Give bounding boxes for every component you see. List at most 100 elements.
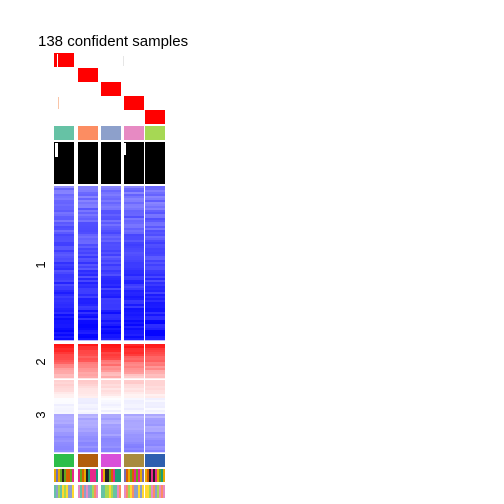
heatmap-cell [78,432,98,435]
heatmap-cell [54,204,74,207]
heatmap-cell [54,426,74,429]
heatmap-cell [145,330,165,333]
heatmap-cell [124,188,144,191]
heatmap-cell [101,330,121,333]
heatmap-cell [101,216,121,219]
heatmap-cell [101,192,121,195]
annotation-bar-2 [151,469,153,482]
heatmap-cell [54,324,74,327]
heatmap-cell [145,348,165,351]
heatmap-cell [145,386,165,389]
heatmap-cell [124,356,144,359]
heatmap-cell [101,230,121,233]
annotation-bar-2 [130,469,132,482]
heatmap-cell [54,198,74,201]
heatmap-cell [124,344,144,347]
annotation-bar-1 [101,454,121,467]
heatmap-cell [145,260,165,263]
heatmap-cell [124,364,144,367]
heatmap-cell [145,398,165,401]
heatmap-cell [54,216,74,219]
heatmap-cell [101,366,121,369]
annotation-bar-3 [140,485,142,498]
heatmap-cell [145,422,165,425]
heatmap-cell [145,318,165,321]
heatmap-cell [101,376,121,379]
heatmap-cell [124,426,144,429]
heatmap-cell [54,450,74,453]
heatmap-cell [101,358,121,361]
heatmap-cell [124,450,144,453]
heatmap-cell [101,266,121,269]
heatmap-cell [124,386,144,389]
heatmap-cell [54,240,74,243]
heatmap-cell [101,268,121,271]
heatmap-cell [124,276,144,279]
annotation-bar-2 [109,469,111,482]
annotation-bar-3 [134,485,136,498]
annotation-bar-2 [64,469,66,482]
heatmap-cell [54,338,74,341]
heatmap-cell [145,272,165,275]
heatmap-cell [54,408,74,411]
heatmap-cell [145,436,165,439]
heatmap-cell [78,434,98,437]
heatmap-cell [54,186,74,189]
heatmap-cell [145,214,165,217]
heatmap-cell [124,294,144,297]
heatmap-cell [78,446,98,449]
heatmap-cell [145,370,165,373]
heatmap-cell [124,436,144,439]
heatmap-cell [54,432,74,435]
heatmap-cell [54,410,74,413]
heatmap-cell [54,440,74,443]
heatmap-cell [78,336,98,339]
heatmap-cell [124,228,144,231]
heatmap-cell [101,252,121,255]
heatmap-cell [145,418,165,421]
heatmap-cell [101,328,121,331]
annotation-bar-3 [149,485,151,498]
heatmap-cell [54,382,74,385]
heatmap-cell [145,344,165,347]
heatmap-cell [124,206,144,209]
heatmap-cell [145,218,165,221]
heatmap-cell [101,304,121,307]
heatmap-cell [54,228,74,231]
heatmap-cell [54,420,74,423]
heatmap-cell [78,264,98,267]
heatmap-cell [124,282,144,285]
heatmap-cell [124,348,144,351]
heatmap-cell [124,310,144,313]
membership-cell [145,110,165,124]
heatmap-cell [54,272,74,275]
heatmap-cell [124,198,144,201]
heatmap-cell [101,292,121,295]
heatmap-cell [101,422,121,425]
heatmap-cell [101,278,121,281]
heatmap-cell [145,226,165,229]
heatmap-cell [78,274,98,277]
heatmap-cell [145,450,165,453]
annotation-bar-3 [161,485,163,498]
heatmap-cell [78,226,98,229]
heatmap-cell [124,332,144,335]
annotation-bar-3 [117,485,119,498]
heatmap-cell [101,214,121,217]
heatmap-cell [54,322,74,325]
annotation-bar-3 [84,485,86,498]
heatmap-cell [54,206,74,209]
heatmap-cell [78,354,98,357]
heatmap-cell [124,258,144,261]
heatmap-cell [145,188,165,191]
heatmap-cell [145,198,165,201]
heatmap-cell [54,236,74,239]
heatmap-cell [145,264,165,267]
heatmap-cell [78,230,98,233]
annotation-bar-2 [117,469,119,482]
heatmap-cell [124,312,144,315]
heatmap-cell [54,344,74,347]
heatmap-cell [145,360,165,363]
heatmap-cell [78,278,98,281]
annotation-bar-2 [70,469,72,482]
